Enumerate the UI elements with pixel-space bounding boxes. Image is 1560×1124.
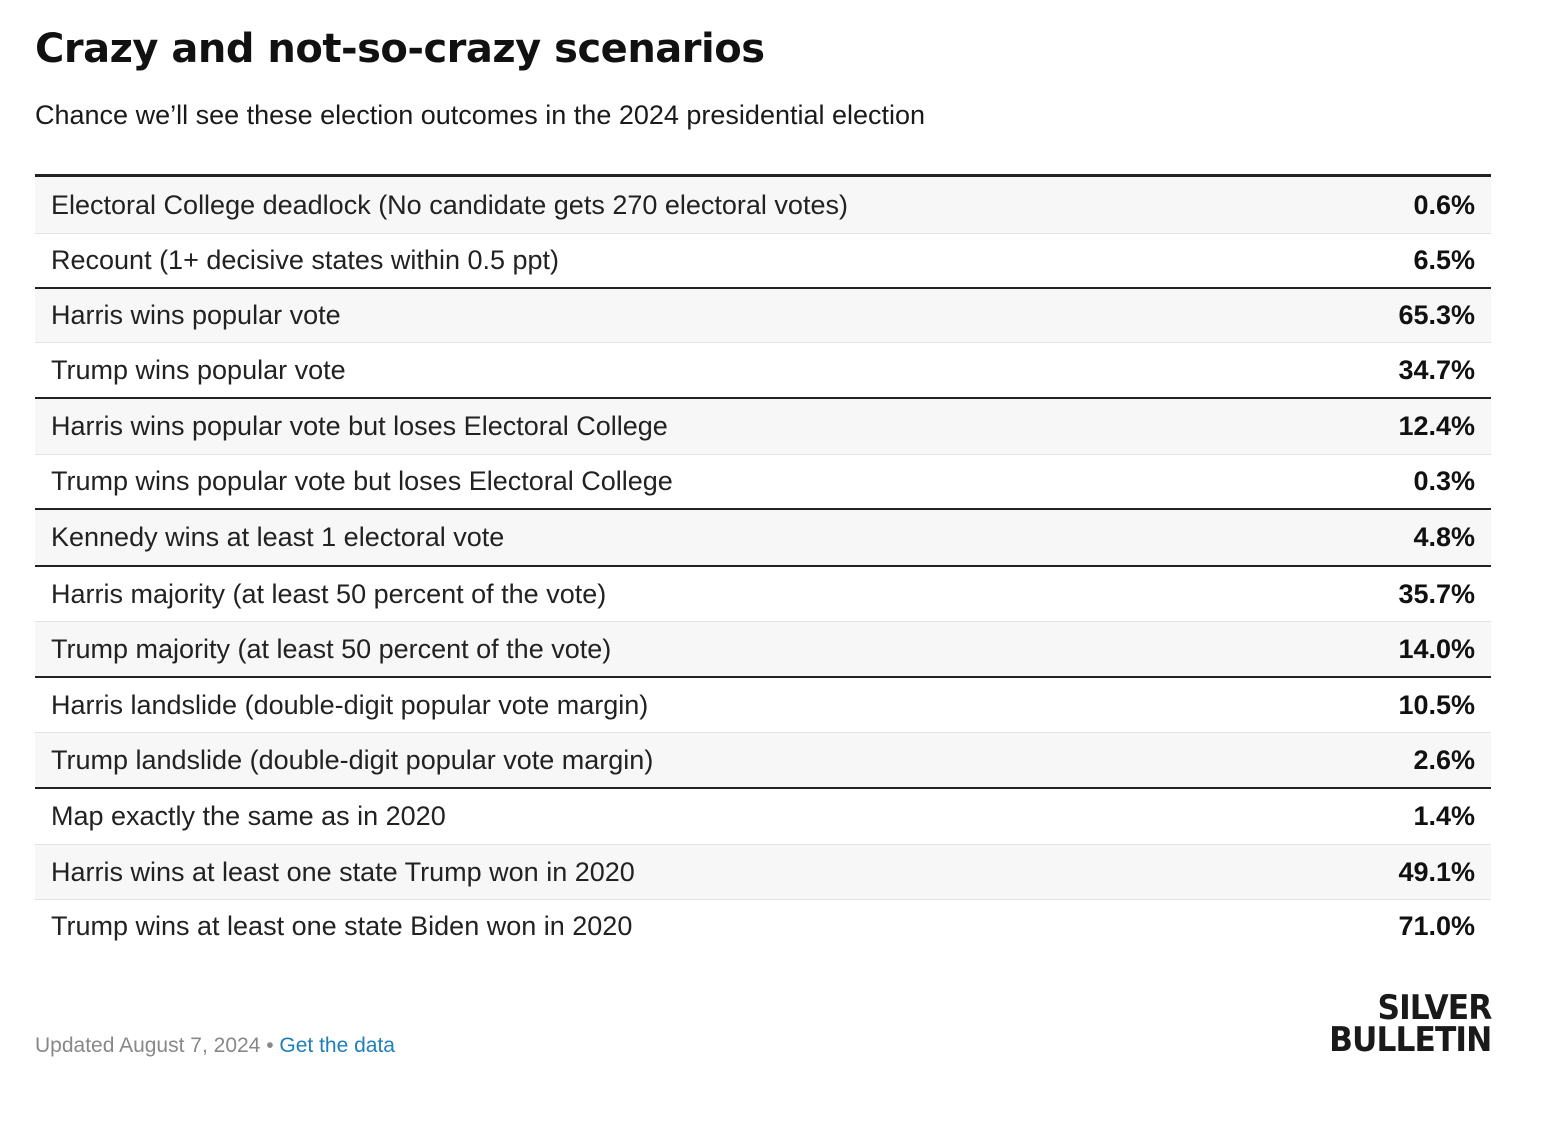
scenario-label: Harris wins popular vote but loses Elect… [51,411,668,441]
table-row: Harris landslide (double-digit popular v… [35,676,1491,732]
scenario-chance: 2.6% [1413,744,1475,775]
scenario-label: Harris majority (at least 50 percent of … [51,578,607,609]
get-the-data-link[interactable]: Get the data [279,1034,395,1057]
logo-line-2: BULLETIN [1328,1020,1492,1060]
scenario-label: Trump majority (at least 50 percent of t… [51,633,612,664]
table-row: Trump wins at least one state Biden won … [35,899,1491,952]
logo-line-1: SILVER [1377,988,1492,1028]
scenario-chance: 35.7% [1398,578,1475,609]
scenario-chance: 65.3% [1398,300,1475,330]
updated-date: Updated August 7, 2024 [35,1034,261,1057]
scenario-label: Harris wins at least one state Trump won… [51,856,635,887]
scenario-label: Map exactly the same as in 2020 [51,801,446,831]
scenario-chance: 14.0% [1398,633,1475,664]
table-row: Trump majority (at least 50 percent of t… [35,621,1491,676]
footer: Updated August 7, 2024 • Get the data [35,1034,395,1058]
table-row: Trump wins popular vote 34.7% [35,342,1491,397]
scenario-chance: 4.8% [1413,522,1475,552]
chart-title: Crazy and not-so-crazy scenarios [35,26,765,72]
table-row: Harris majority (at least 50 percent of … [35,565,1491,621]
scenario-label: Harris landslide (double-digit popular v… [51,689,649,720]
scenario-label: Harris wins popular vote [51,300,341,330]
scenario-chance: 6.5% [1413,245,1475,275]
table-row: Harris wins popular vote but loses Elect… [35,397,1491,454]
silver-bulletin-logo: SILVER BULLETIN [1328,988,1492,1060]
table-row: Trump wins popular vote but loses Electo… [35,454,1491,508]
footer-separator: • [266,1034,274,1057]
scenario-chance: 49.1% [1398,856,1475,887]
table-row: Map exactly the same as in 2020 1.4% [35,787,1491,844]
scenario-label: Trump wins popular vote but loses Electo… [51,466,673,496]
scenario-chance: 12.4% [1398,411,1475,441]
scenario-chance: 1.4% [1413,801,1475,831]
scenario-label: Trump landslide (double-digit popular vo… [51,744,654,775]
table-row: Harris wins popular vote 65.3% [35,287,1491,342]
chart-subtitle: Chance we’ll see these election outcomes… [35,100,926,130]
table-row: Recount (1+ decisive states within 0.5 p… [35,233,1491,287]
scenario-label: Recount (1+ decisive states within 0.5 p… [51,245,560,275]
table-row: Kennedy wins at least 1 electoral vote 4.… [35,508,1491,565]
scenario-chance: 34.7% [1398,354,1475,385]
scenario-label: Trump wins at least one state Biden won … [51,910,633,941]
scenario-chance: 71.0% [1398,910,1475,941]
scenario-label: Electoral College deadlock (No candidate… [51,189,848,220]
table-row: Harris wins at least one state Trump won… [35,844,1491,899]
scenario-chance: 10.5% [1398,689,1475,720]
table-row: Electoral College deadlock (No candidate… [35,177,1491,233]
scenarios-table: Electoral College deadlock (No candidate… [35,174,1491,952]
scenario-label: Trump wins popular vote [51,354,346,385]
scenario-chance: 0.3% [1413,466,1475,496]
scenario-label: Kennedy wins at least 1 electoral vote [51,522,505,552]
table-row: Trump landslide (double-digit popular vo… [35,732,1491,787]
scenario-chance: 0.6% [1413,189,1475,220]
